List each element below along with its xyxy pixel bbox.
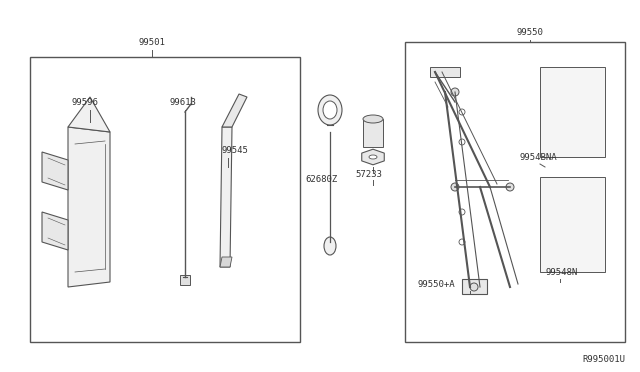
Text: 99545: 99545 [222,146,249,155]
Ellipse shape [324,237,336,255]
Text: 99550+A: 99550+A [418,280,456,289]
Circle shape [459,239,465,245]
Bar [405,42,625,342]
Bar [363,119,383,147]
Bar [540,67,605,157]
Polygon shape [222,94,247,127]
Text: 99613: 99613 [170,98,197,107]
Text: 9954BNA: 9954BNA [520,153,557,162]
Bar [540,177,605,272]
Bar [430,67,460,77]
Circle shape [451,183,459,191]
Text: 62680Z: 62680Z [305,175,337,184]
Text: 99501: 99501 [139,38,165,47]
Ellipse shape [363,115,383,123]
Ellipse shape [369,155,377,159]
Circle shape [470,283,478,291]
Circle shape [506,183,514,191]
Text: 57233: 57233 [355,170,382,179]
Polygon shape [68,127,110,287]
Polygon shape [42,212,68,250]
Text: 99548N: 99548N [545,268,577,277]
Circle shape [459,109,465,115]
Polygon shape [42,152,68,190]
Text: 99550: 99550 [516,28,543,37]
Text: 99596: 99596 [72,98,99,107]
Ellipse shape [323,101,337,119]
Polygon shape [68,97,110,132]
Ellipse shape [318,95,342,125]
Bar [30,57,300,342]
Circle shape [459,139,465,145]
Circle shape [459,209,465,215]
Polygon shape [220,127,232,267]
Bar [180,275,190,285]
Polygon shape [362,149,384,165]
Bar [462,279,487,294]
Polygon shape [220,257,232,267]
Circle shape [451,88,459,96]
Text: R995001U: R995001U [582,355,625,364]
